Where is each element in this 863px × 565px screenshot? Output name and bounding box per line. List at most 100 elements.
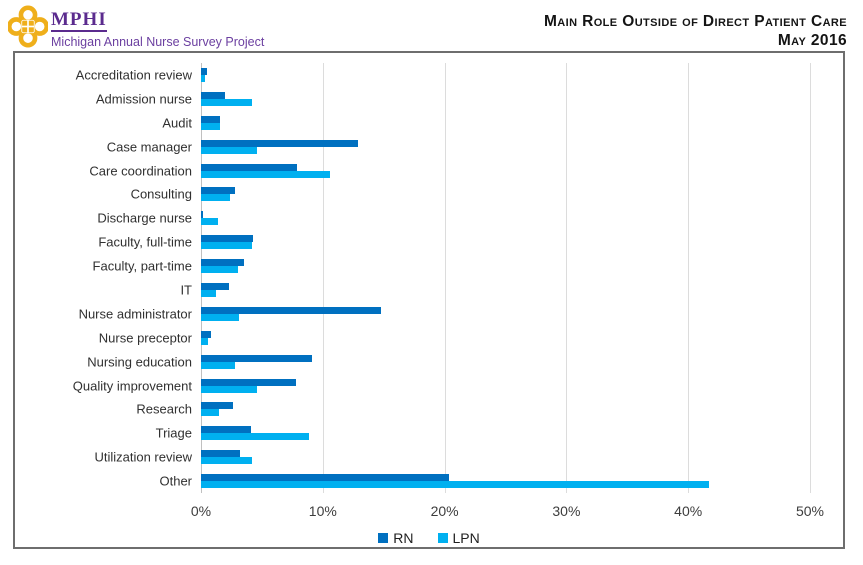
bar-rn	[201, 282, 229, 290]
category-row: Consulting	[131, 182, 810, 206]
y-axis-line	[201, 63, 202, 493]
bar-lpn	[201, 242, 253, 250]
bar-rn	[201, 139, 359, 147]
category-row: Triage	[156, 421, 810, 445]
bar-lpn	[201, 194, 231, 202]
x-axis: 0% 10% 20% 30% 40% 50%	[191, 500, 824, 522]
bar-rn	[201, 330, 211, 338]
gridline-20	[444, 63, 446, 493]
gridline-40	[688, 63, 690, 493]
mphi-knot-icon	[8, 5, 48, 48]
category-label: Faculty, part-time	[92, 258, 192, 274]
category-row: Accreditation review	[76, 63, 810, 87]
bar-lpn	[201, 313, 239, 321]
logo-text: MPHI Michigan Annual Nurse Survey Projec…	[51, 4, 264, 49]
category-label: Nursing education	[87, 354, 192, 370]
category-label: Research	[136, 401, 192, 417]
category-label: Utilization review	[94, 449, 192, 465]
category-label: IT	[180, 282, 192, 298]
legend-item-rn: RN	[378, 530, 414, 546]
bar-rn	[201, 211, 204, 219]
category-label: Care coordination	[89, 163, 192, 178]
category-row: IT	[180, 278, 810, 302]
bar-rn	[201, 354, 312, 362]
category-row: Faculty, part-time	[93, 254, 810, 278]
bar-rn	[201, 187, 236, 195]
bar-rn	[201, 91, 226, 99]
bar-rn	[201, 402, 233, 410]
bar-rn	[201, 378, 296, 386]
plot-area: Accreditation review Admission nurse Audit…	[73, 63, 811, 493]
x-tick-label: 20%	[430, 503, 459, 519]
bar-rn	[201, 426, 251, 434]
category-label: Discharge nurse	[97, 210, 192, 226]
bar-rn	[201, 450, 240, 458]
chart-title: Main Role Outside of Direct Patient Care…	[544, 12, 847, 51]
bar-rn	[201, 259, 244, 267]
category-label: Case manager	[106, 139, 192, 155]
x-tick-label: 50%	[795, 503, 825, 519]
category-label: Nurse administrator	[78, 306, 192, 322]
legend-swatch-rn	[378, 533, 389, 543]
bar-lpn	[201, 218, 219, 226]
category-row: Case manager	[107, 135, 810, 159]
gridline-10	[322, 63, 324, 493]
bar-lpn	[201, 337, 209, 345]
category-row: Care coordination	[89, 159, 810, 183]
legend-swatch-lpn	[437, 533, 448, 543]
x-tick-label: 30%	[552, 503, 581, 519]
category-row: Discharge nurse	[97, 206, 810, 230]
bar-lpn	[201, 433, 310, 441]
category-row: Nurse administrator	[79, 302, 810, 326]
bar-rn	[201, 115, 221, 123]
category-label: Audit	[162, 115, 192, 131]
bar-rn	[201, 235, 254, 243]
chart-title-line1: Main Role Outside of Direct Patient Care	[543, 13, 847, 30]
bar-lpn	[201, 122, 221, 130]
category-row: Quality improvement	[73, 374, 810, 398]
legend-label-lpn: LPN	[452, 530, 480, 546]
category-label: Accreditation review	[75, 67, 192, 83]
chart-frame: Accreditation review Admission nurse Audit…	[13, 51, 845, 549]
bar-lpn	[201, 361, 236, 369]
logo-acronym: MPHI	[51, 9, 107, 32]
bar-rn	[201, 67, 208, 75]
bar-lpn	[201, 481, 709, 489]
bar-lpn	[201, 170, 331, 178]
category-row: Other	[159, 469, 810, 493]
category-label: Admission nurse	[95, 91, 192, 107]
category-label: Other	[159, 473, 192, 489]
category-label: Nurse preceptor	[98, 330, 192, 346]
bar-lpn	[201, 74, 205, 82]
bar-lpn	[201, 385, 258, 393]
category-label: Consulting	[130, 186, 192, 202]
gridline-50	[810, 63, 811, 493]
category-label: Faculty, full-time	[98, 234, 192, 250]
legend: RN LPN	[15, 530, 843, 546]
x-tick-label: 40%	[674, 503, 703, 519]
category-row: Audit	[162, 111, 810, 135]
category-row: Utilization review	[94, 445, 810, 469]
legend-label-rn: RN	[393, 530, 414, 546]
bar-rn	[201, 474, 450, 482]
plot-rows: Accreditation review Admission nurse Audit…	[73, 63, 810, 493]
category-row: Faculty, full-time	[98, 230, 810, 254]
bar-lpn	[201, 98, 253, 106]
bar-lpn	[201, 289, 216, 297]
x-tick-label: 10%	[308, 503, 337, 519]
bar-lpn	[201, 457, 253, 465]
mphi-logo: MPHI Michigan Annual Nurse Survey Projec…	[8, 4, 264, 49]
chart-title-line2: May 2016	[777, 32, 847, 50]
category-row: Nurse preceptor	[99, 326, 810, 350]
x-tick-label: 0%	[190, 503, 212, 519]
bar-lpn	[201, 266, 238, 274]
category-label: Quality improvement	[72, 378, 192, 394]
bar-rn	[201, 163, 298, 171]
legend-item-lpn: LPN	[437, 530, 480, 546]
category-row: Admission nurse	[96, 87, 810, 111]
category-row: Nursing education	[87, 350, 810, 374]
bar-lpn	[201, 409, 220, 417]
logo-subtitle: Michigan Annual Nurse Survey Project	[51, 35, 265, 49]
category-label: Triage	[155, 425, 192, 441]
